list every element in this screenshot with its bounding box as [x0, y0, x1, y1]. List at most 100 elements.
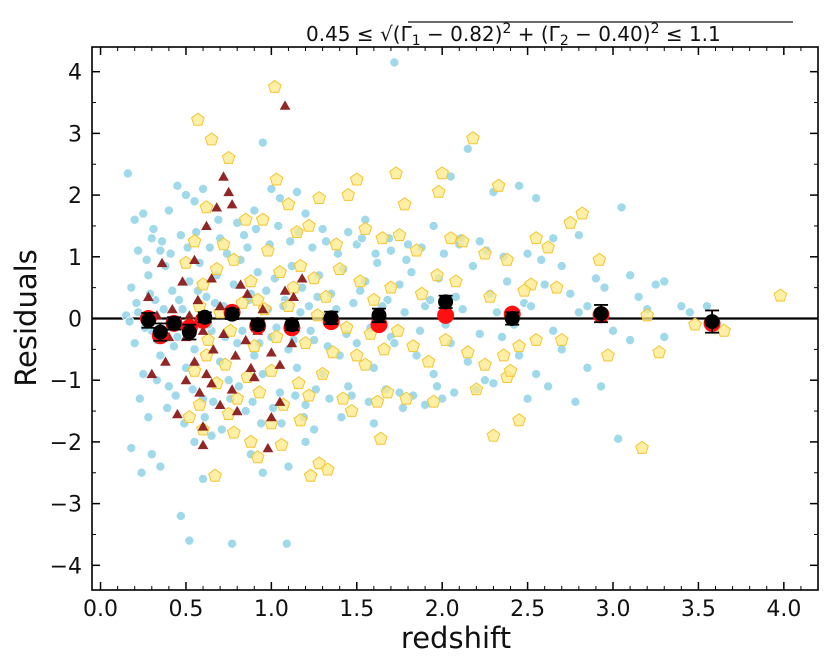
data-point: [208, 396, 219, 407]
data-point: [457, 304, 468, 315]
data-point: [146, 368, 158, 379]
data-point: [179, 255, 193, 269]
data-point: [197, 325, 209, 335]
data-point: [226, 384, 238, 394]
data-point: [232, 338, 243, 349]
data-point: [486, 428, 501, 442]
data-point: [214, 301, 226, 311]
data-point: [625, 335, 636, 346]
data-point: [281, 298, 296, 312]
data-point: [348, 298, 359, 309]
data-point: [536, 254, 547, 265]
data-point: [531, 369, 542, 380]
x-tick-label: 4.0: [766, 597, 801, 622]
data-point: [160, 356, 171, 366]
data-point: [133, 245, 144, 256]
data-point: [406, 339, 420, 353]
data-point: [389, 166, 403, 180]
data-point: [397, 197, 412, 211]
data-point: [438, 248, 449, 259]
data-point: [336, 391, 350, 405]
data-point: [613, 433, 624, 444]
data-point: [158, 304, 169, 315]
data-point: [300, 208, 311, 219]
data-point: [250, 450, 265, 464]
data-point: [244, 274, 258, 288]
data-point: [187, 234, 202, 248]
data-point: [274, 359, 286, 369]
data-point: [426, 394, 441, 408]
data-point: [341, 187, 356, 201]
data-point: [300, 436, 311, 447]
data-point: [221, 406, 236, 420]
data-point: [166, 315, 182, 331]
data-point: [184, 310, 195, 320]
data-point: [370, 394, 385, 408]
data-point: [652, 345, 666, 359]
data-point: [245, 362, 257, 372]
data-point: [290, 390, 301, 401]
data-point: [296, 273, 308, 283]
data-point: [126, 443, 137, 454]
data-point: [166, 304, 178, 314]
data-point: [539, 279, 550, 290]
data-point: [599, 282, 610, 293]
x-tick-label: 1.5: [339, 597, 374, 622]
data-point: [332, 248, 343, 259]
data-point: [189, 344, 200, 355]
x-axis-label: redshift: [401, 621, 511, 655]
data-point: [303, 301, 314, 312]
x-tick-label: 3.5: [681, 597, 716, 622]
data-point: [218, 357, 233, 371]
data-point: [462, 143, 473, 154]
data-point: [500, 252, 514, 266]
data-point: [556, 261, 567, 272]
data-point: [349, 348, 364, 362]
data-point: [162, 402, 173, 413]
data-point: [148, 224, 159, 235]
data-point: [565, 288, 576, 299]
data-point: [201, 332, 215, 346]
data-point: [129, 338, 140, 349]
data-point: [216, 237, 231, 251]
data-point: [355, 285, 366, 296]
data-point: [274, 387, 285, 398]
data-point: [478, 246, 492, 260]
data-point: [250, 317, 266, 333]
data-point: [213, 214, 224, 225]
data-point: [438, 332, 453, 346]
data-point: [563, 215, 578, 229]
data-point: [281, 197, 296, 211]
data-point: [223, 375, 234, 386]
data-point: [321, 236, 332, 247]
data-point: [554, 332, 569, 346]
data-point: [226, 252, 241, 266]
data-point: [231, 405, 243, 416]
data-point: [168, 341, 179, 352]
data-point: [397, 402, 408, 413]
data-point: [274, 193, 285, 204]
x-tick-label: 2.5: [510, 597, 545, 622]
data-point: [573, 307, 584, 318]
data-point: [165, 248, 176, 259]
data-point: [310, 308, 325, 322]
data-point: [488, 378, 499, 389]
data-point: [267, 79, 282, 93]
data-point: [174, 294, 185, 305]
data-point: [317, 224, 328, 235]
y-tick-label: 1: [68, 246, 82, 271]
data-point: [556, 344, 567, 355]
data-point: [221, 150, 236, 164]
data-point: [502, 276, 513, 287]
data-point: [478, 357, 492, 371]
chart-title: 0.45 ≤ √(Γ1 − 0.82)2 + (Γ2 − 0.40)2 ≤ 1.…: [306, 21, 721, 49]
data-point: [371, 307, 387, 323]
data-point: [134, 393, 145, 404]
data-point: [286, 338, 298, 348]
data-point: [635, 440, 649, 454]
data-point: [684, 307, 695, 318]
data-point: [180, 190, 191, 201]
data-point: [197, 421, 209, 431]
data-point: [155, 245, 166, 256]
data-point: [143, 291, 154, 301]
